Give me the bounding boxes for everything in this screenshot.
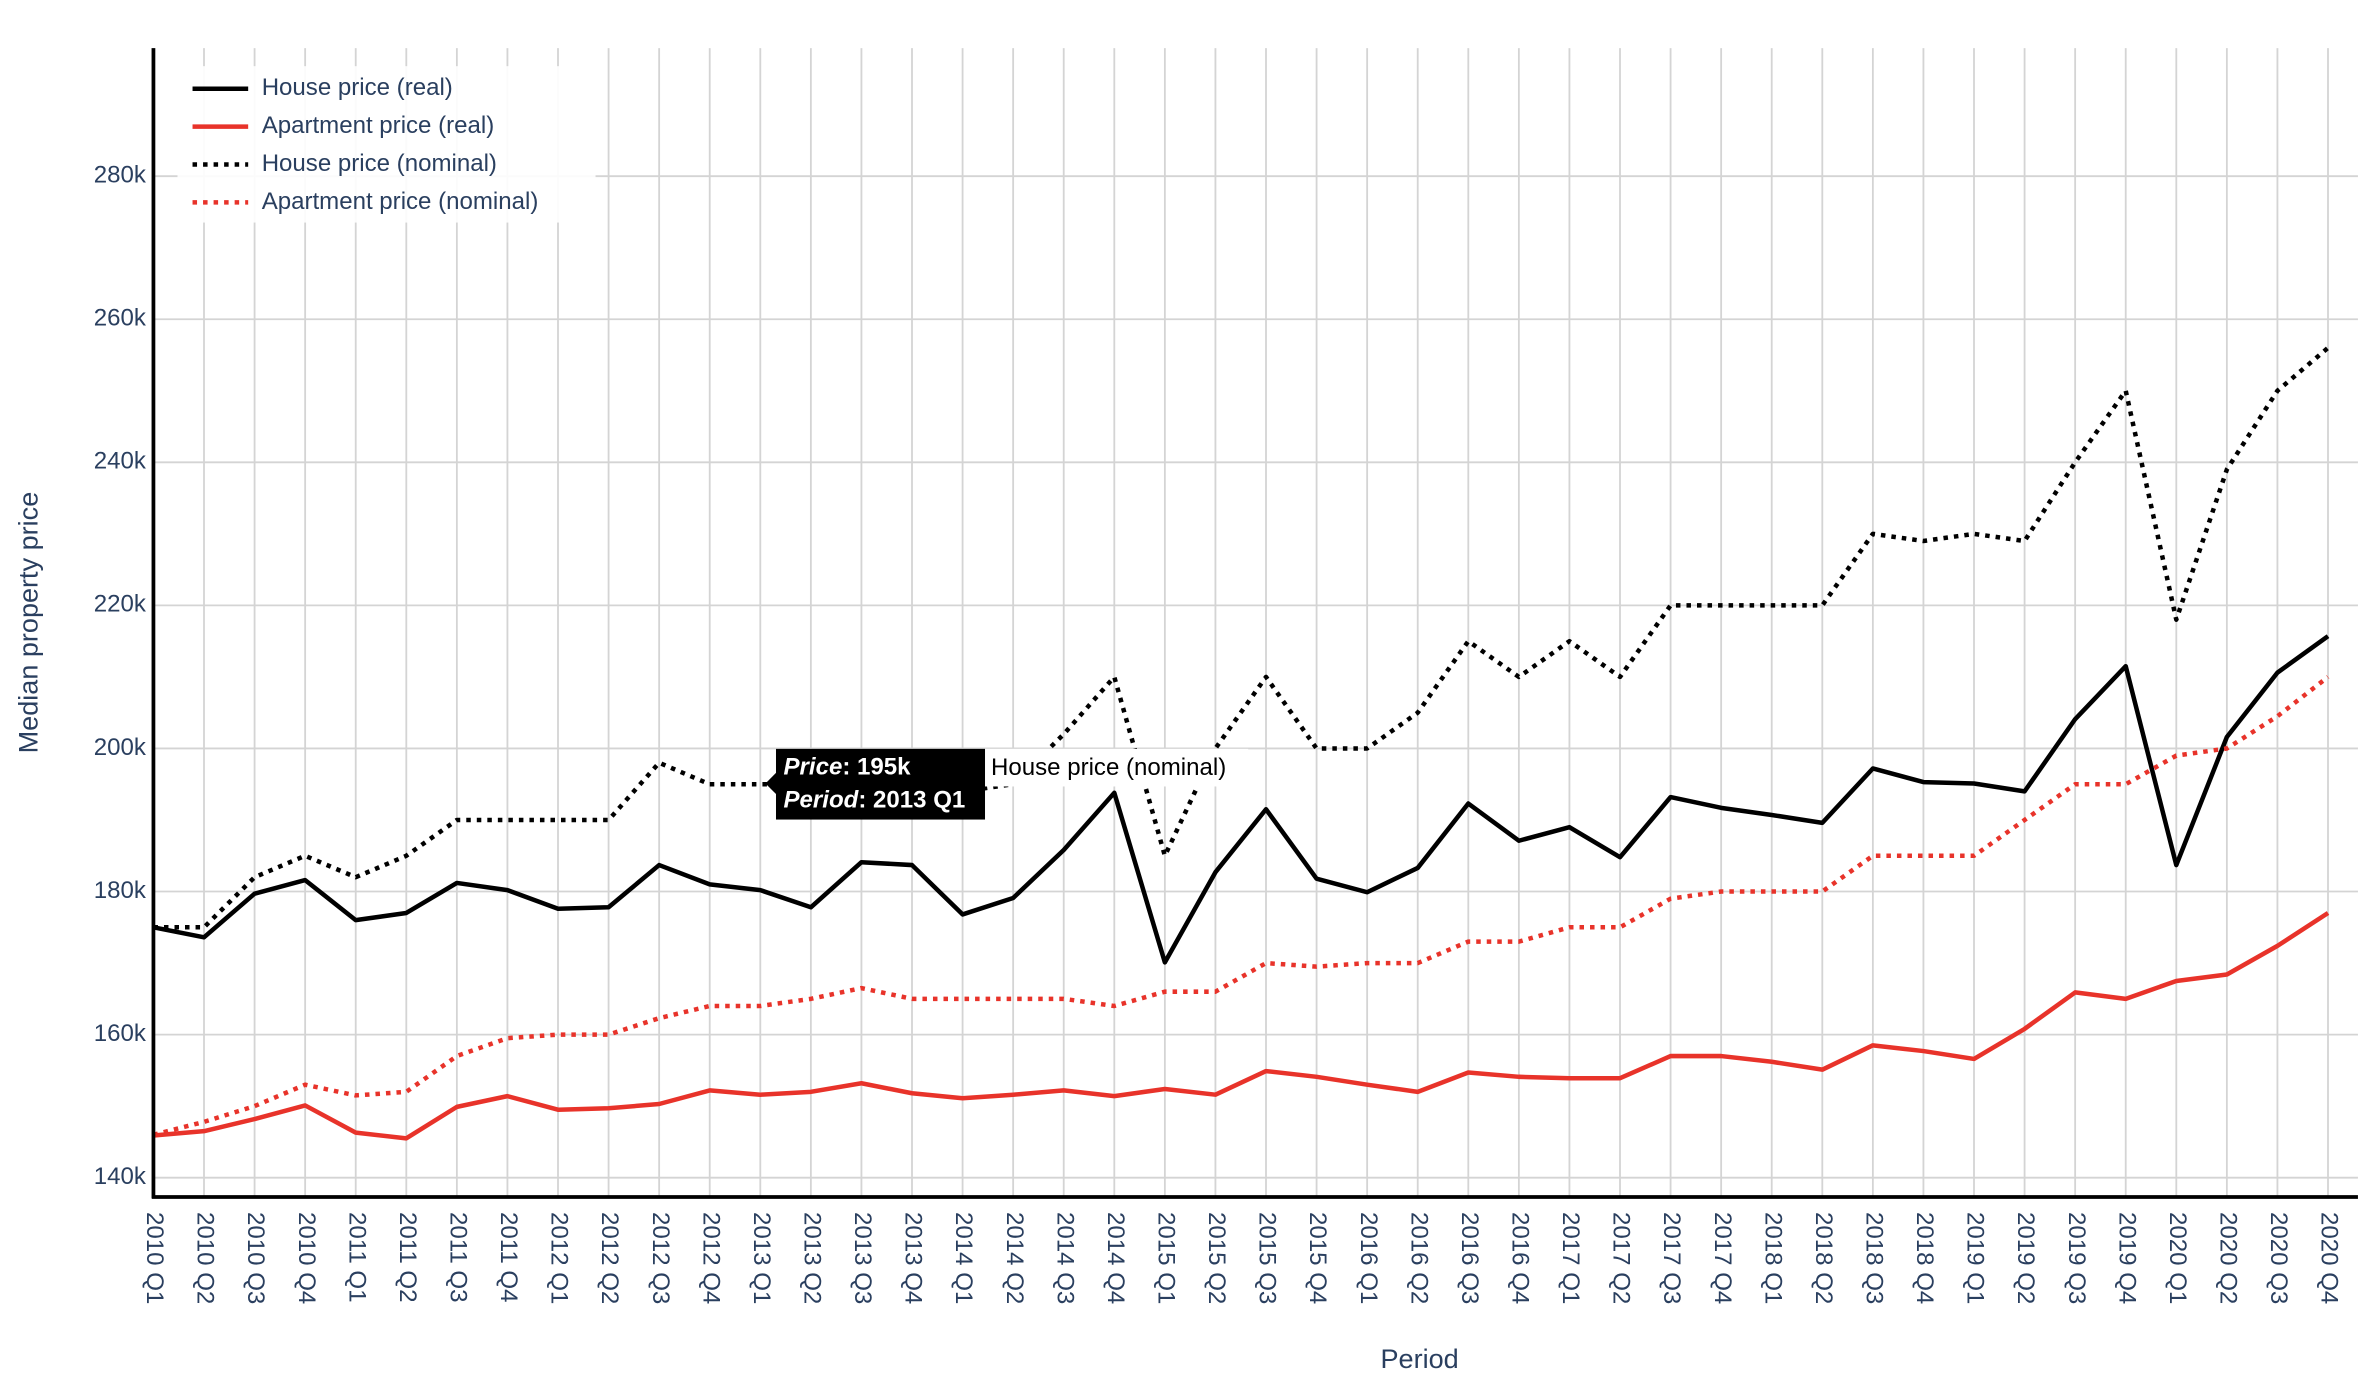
x-tick-label: 2010 Q1	[141, 1212, 168, 1304]
x-tick-label: 2018 Q2	[1810, 1212, 1837, 1304]
tooltip-pointer	[765, 772, 776, 794]
x-axis-title: Period	[1381, 1344, 1459, 1374]
series-line	[153, 634, 2330, 965]
x-tick-label: 2018 Q4	[1911, 1212, 1938, 1304]
x-tick-label: 2020 Q3	[2265, 1212, 2292, 1304]
x-tick-label: 2019 Q1	[1962, 1212, 1989, 1304]
legend-background	[177, 66, 596, 223]
tooltip-trace: House price (nominal)	[991, 754, 1226, 781]
x-tick-label: 2018 Q1	[1759, 1212, 1786, 1304]
y-tick-label: 180k	[94, 877, 147, 904]
x-tick-label: 2014 Q1	[950, 1212, 977, 1304]
x-tick-label: 2020 Q4	[2316, 1212, 2343, 1304]
plot-area	[153, 346, 2330, 1141]
x-tick-label: 2011 Q4	[495, 1212, 522, 1302]
x-tick-label: 2017 Q4	[1709, 1212, 1736, 1304]
x-tick-label: 2010 Q2	[192, 1212, 219, 1304]
legend-label: Apartment price (nominal)	[262, 188, 539, 215]
tooltip-box	[775, 748, 986, 820]
y-tick-label: 140k	[94, 1163, 147, 1190]
tooltip-key: Period	[784, 787, 860, 814]
tooltip-line: Price: 195k	[784, 754, 912, 781]
x-tick-label: 2019 Q2	[2012, 1212, 2039, 1304]
x-tick-label: 2011 Q1	[343, 1212, 370, 1302]
x-tick-label: 2016 Q3	[1456, 1212, 1483, 1304]
x-tick-label: 2013 Q2	[799, 1212, 826, 1304]
x-tick-label: 2011 Q3	[445, 1212, 472, 1302]
tooltip-value: : 195k	[842, 754, 911, 781]
x-tick-label: 2015 Q3	[1254, 1212, 1281, 1304]
tooltip-value: : 2013 Q1	[858, 787, 965, 814]
legend: House price (real) Apartment price (real)…	[177, 66, 596, 223]
x-tick-label: 2014 Q4	[1102, 1212, 1129, 1304]
x-tick-label: 2019 Q3	[2063, 1212, 2090, 1304]
x-tick-label: 2012 Q2	[596, 1212, 623, 1304]
y-axis-title: Median property price	[13, 492, 43, 754]
x-tick-label: 2016 Q4	[1507, 1212, 1534, 1304]
x-tick-label: 2015 Q1	[1153, 1212, 1180, 1304]
y-tick-label: 200k	[94, 734, 147, 761]
grid: 140k 160k 180k 200k 220k 240k 260k 280k 2010 Q1 2…	[94, 48, 2358, 1304]
series-line	[153, 346, 2330, 930]
tooltip-trace-box	[985, 748, 1249, 787]
tooltip-line: Period: 2013 Q1	[784, 787, 966, 814]
legend-label: Apartment price (real)	[262, 112, 495, 139]
x-tick-label: 2010 Q4	[293, 1212, 320, 1304]
x-tick-label: 2012 Q1	[546, 1212, 573, 1304]
y-tick-label: 260k	[94, 305, 147, 332]
x-tick-label: 2013 Q3	[849, 1212, 876, 1304]
x-tick-label: 2020 Q2	[2215, 1212, 2242, 1304]
x-tick-label: 2015 Q2	[1203, 1212, 1230, 1304]
x-tick-label: 2017 Q3	[1658, 1212, 1685, 1304]
tooltip-key: Price	[784, 754, 843, 781]
x-tick-label: 2013 Q1	[748, 1212, 775, 1304]
x-tick-label: 2014 Q3	[1051, 1212, 1078, 1304]
x-tick-label: 2012 Q4	[697, 1212, 724, 1304]
y-tick-label: 240k	[94, 448, 147, 475]
x-tick-label: 2017 Q2	[1608, 1212, 1635, 1304]
x-tick-label: 2018 Q3	[1861, 1212, 1888, 1304]
x-tick-label: 2015 Q4	[1304, 1212, 1331, 1304]
x-tick-label: 2011 Q2	[394, 1212, 421, 1302]
series-line	[153, 675, 2330, 1137]
x-tick-label: 2016 Q1	[1355, 1212, 1382, 1304]
x-tick-label: 2014 Q2	[1001, 1212, 1028, 1304]
y-tick-label: 160k	[94, 1020, 147, 1047]
series-line	[153, 911, 2330, 1141]
x-tick-label: 2016 Q2	[1405, 1212, 1432, 1304]
tooltip: House price (nominal) Price: 195k Period…	[765, 748, 1249, 820]
x-tick-label: 2017 Q1	[1557, 1212, 1584, 1304]
x-tick-label: 2013 Q4	[900, 1212, 927, 1304]
x-tick-label: 2020 Q1	[2164, 1212, 2191, 1304]
x-tick-label: 2010 Q3	[242, 1212, 269, 1304]
legend-label: House price (nominal)	[262, 150, 497, 177]
x-tick-label: 2019 Q4	[2113, 1212, 2140, 1304]
legend-label: House price (real)	[262, 74, 453, 101]
y-tick-label: 220k	[94, 591, 147, 618]
y-tick-label: 280k	[94, 162, 147, 189]
x-tick-label: 2012 Q3	[647, 1212, 674, 1304]
